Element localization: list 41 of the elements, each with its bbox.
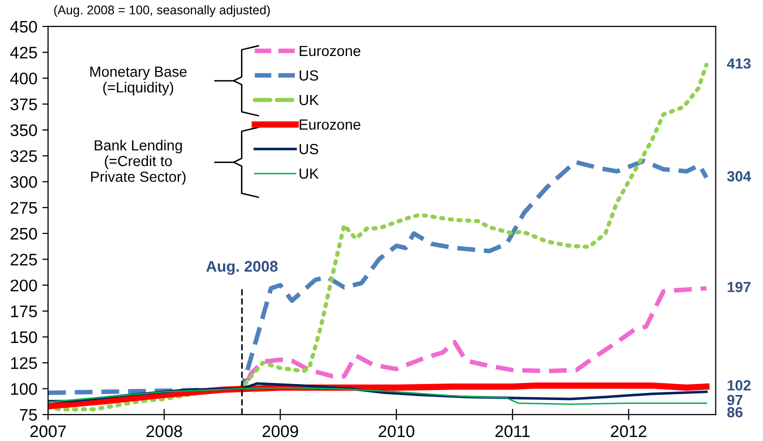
y-tick-label: 300	[10, 176, 38, 188]
y-tick-label: 225	[10, 254, 37, 266]
y-tick-label: 100	[11, 383, 38, 395]
line-series	[48, 62, 708, 412]
y-tick-label: 450	[10, 20, 38, 33]
ref-line-label: Aug. 2008	[206, 260, 278, 275]
legend-label: US	[300, 70, 318, 81]
y-tick-label: 150	[11, 331, 38, 344]
data-label: 102	[728, 380, 751, 391]
y-tick-label: 400	[10, 72, 38, 84]
data-label: 86	[727, 407, 742, 418]
y-tick-label: 250	[10, 228, 38, 240]
annotation: Bank Lending (=Credit to Private Sector)	[91, 140, 186, 185]
y-tick-label: 350	[10, 124, 38, 136]
y-tick-label: 75	[20, 409, 37, 421]
y-tick-label: 125	[11, 357, 37, 369]
annotation: Monetary Base (=Liquidity)	[90, 66, 187, 96]
legend-label: Eurozone	[300, 46, 360, 56]
data-label: 304	[727, 171, 752, 182]
x-tick-label: 2012	[610, 425, 646, 438]
line-series	[48, 386, 708, 405]
y-tick-label: 200	[10, 280, 38, 292]
y-tick-label: 375	[10, 98, 37, 110]
legend-label: Eurozone	[300, 120, 360, 130]
data-label: 97	[727, 394, 742, 406]
x-tick-label: 2009	[262, 425, 298, 438]
y-tick-label: 425	[10, 46, 37, 59]
x-tick-label: 2011	[495, 425, 530, 438]
data-label: 197	[728, 282, 750, 292]
legend-label: US	[300, 144, 318, 154]
data-label: 413	[727, 58, 751, 69]
line-series	[246, 286, 709, 383]
chart-subtitle: (Aug. 2008 = 100, seasonally adjusted)	[54, 5, 270, 17]
legend-label: UK	[300, 168, 319, 179]
x-tick-label: 2008	[146, 425, 182, 438]
legend-label: UK	[300, 95, 319, 106]
x-tick-label: 2007	[30, 425, 66, 438]
y-tick-label: 275	[10, 202, 37, 214]
y-tick-label: 325	[10, 150, 37, 162]
y-tick-label: 175	[11, 306, 37, 318]
x-tick-label: 2010	[378, 425, 414, 438]
